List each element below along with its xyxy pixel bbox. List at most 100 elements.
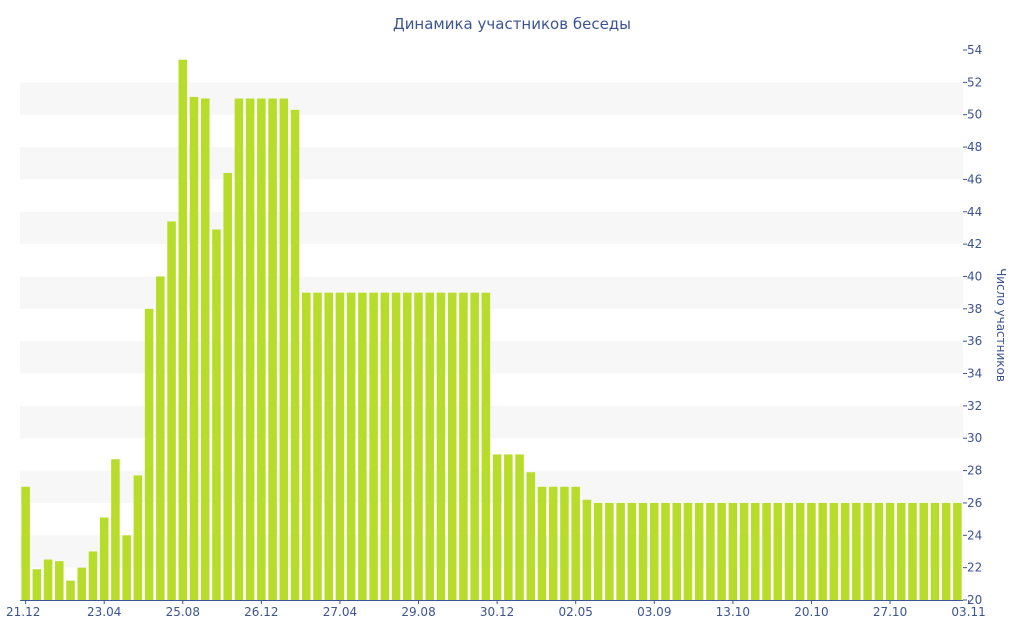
bar[interactable] bbox=[200, 98, 210, 600]
bar[interactable] bbox=[650, 502, 659, 600]
y-tick-label: 46 bbox=[967, 172, 982, 186]
y-tick-label: 44 bbox=[967, 205, 982, 219]
y-tick-label: 52 bbox=[967, 75, 982, 89]
bar[interactable] bbox=[403, 292, 412, 600]
x-tick-label: 25.08 bbox=[166, 605, 200, 619]
bar[interactable] bbox=[605, 502, 614, 600]
bar[interactable] bbox=[829, 502, 839, 600]
bar[interactable] bbox=[694, 502, 704, 600]
grid-band bbox=[20, 341, 963, 374]
bar[interactable] bbox=[470, 292, 479, 600]
bar[interactable] bbox=[593, 502, 603, 600]
bar[interactable] bbox=[784, 502, 794, 600]
bar[interactable] bbox=[77, 567, 87, 600]
bar[interactable] bbox=[122, 535, 131, 600]
bar[interactable] bbox=[447, 292, 457, 600]
y-tick-label: 26 bbox=[967, 496, 982, 510]
bar[interactable] bbox=[672, 502, 681, 600]
bar[interactable] bbox=[739, 502, 749, 600]
bar[interactable] bbox=[156, 276, 165, 600]
bar[interactable] bbox=[728, 502, 738, 600]
bar[interactable] bbox=[436, 292, 446, 600]
bar[interactable] bbox=[930, 502, 940, 600]
bar[interactable] bbox=[234, 98, 244, 600]
bar[interactable] bbox=[223, 172, 232, 600]
bar[interactable] bbox=[459, 292, 468, 600]
bar[interactable] bbox=[32, 569, 42, 600]
bar[interactable] bbox=[515, 454, 524, 600]
bar[interactable] bbox=[414, 292, 423, 600]
bar[interactable] bbox=[582, 499, 592, 600]
bar[interactable] bbox=[795, 502, 805, 600]
bar[interactable] bbox=[526, 472, 536, 600]
bar[interactable] bbox=[571, 486, 580, 600]
grid-band bbox=[20, 470, 963, 503]
bar[interactable] bbox=[425, 292, 435, 600]
bar[interactable] bbox=[257, 98, 266, 600]
y-tick-label: 28 bbox=[967, 464, 982, 478]
bar[interactable] bbox=[369, 292, 378, 600]
y-tick-label: 38 bbox=[967, 302, 982, 316]
bar[interactable] bbox=[908, 502, 917, 600]
bar[interactable] bbox=[762, 502, 771, 600]
bar[interactable] bbox=[111, 459, 120, 600]
y-tick-label: 22 bbox=[967, 561, 982, 575]
bar[interactable] bbox=[492, 454, 502, 600]
bar[interactable] bbox=[189, 96, 199, 600]
bar[interactable] bbox=[144, 308, 154, 600]
bar[interactable] bbox=[874, 502, 884, 600]
bar[interactable] bbox=[885, 502, 895, 600]
bar[interactable] bbox=[627, 502, 637, 600]
bar[interactable] bbox=[245, 98, 255, 600]
grid-band bbox=[20, 276, 963, 309]
bar[interactable] bbox=[21, 486, 30, 600]
bar[interactable] bbox=[43, 559, 53, 600]
grid-band bbox=[20, 147, 963, 180]
bar[interactable] bbox=[896, 502, 906, 600]
bar[interactable] bbox=[279, 98, 289, 600]
bar[interactable] bbox=[346, 292, 356, 600]
bar[interactable] bbox=[706, 502, 715, 600]
bar[interactable] bbox=[178, 59, 188, 600]
bar[interactable] bbox=[358, 292, 367, 600]
bar[interactable] bbox=[66, 580, 75, 600]
bar[interactable] bbox=[616, 502, 625, 600]
y-tick-label: 40 bbox=[967, 269, 982, 283]
bar[interactable] bbox=[919, 502, 928, 600]
bar[interactable] bbox=[290, 109, 300, 600]
bar[interactable] bbox=[302, 292, 311, 600]
bar[interactable] bbox=[88, 551, 98, 600]
bar[interactable] bbox=[818, 502, 827, 600]
bar[interactable] bbox=[717, 502, 726, 600]
bar[interactable] bbox=[953, 502, 962, 600]
bar[interactable] bbox=[863, 502, 872, 600]
bar[interactable] bbox=[537, 486, 547, 600]
bar[interactable] bbox=[840, 502, 850, 600]
bar[interactable] bbox=[548, 486, 558, 600]
bar[interactable] bbox=[683, 502, 693, 600]
bar[interactable] bbox=[391, 292, 401, 600]
bar[interactable] bbox=[380, 292, 390, 600]
bar[interactable] bbox=[751, 502, 760, 600]
bar[interactable] bbox=[55, 561, 64, 600]
bar[interactable] bbox=[324, 292, 333, 600]
bar[interactable] bbox=[560, 486, 569, 600]
bar[interactable] bbox=[941, 502, 951, 600]
bar[interactable] bbox=[99, 517, 109, 601]
bar[interactable] bbox=[167, 221, 176, 600]
bar[interactable] bbox=[773, 502, 783, 600]
chart-title: Динамика участников беседы bbox=[393, 15, 631, 33]
bar[interactable] bbox=[212, 229, 221, 600]
bar[interactable] bbox=[481, 292, 491, 600]
bar[interactable] bbox=[807, 502, 816, 600]
bar[interactable] bbox=[852, 502, 861, 600]
bar[interactable] bbox=[335, 292, 345, 600]
bar[interactable] bbox=[268, 98, 277, 600]
bar[interactable] bbox=[661, 502, 670, 600]
bar[interactable] bbox=[638, 502, 648, 600]
bar[interactable] bbox=[504, 454, 513, 600]
bar[interactable] bbox=[133, 475, 143, 600]
bar[interactable] bbox=[313, 292, 322, 600]
